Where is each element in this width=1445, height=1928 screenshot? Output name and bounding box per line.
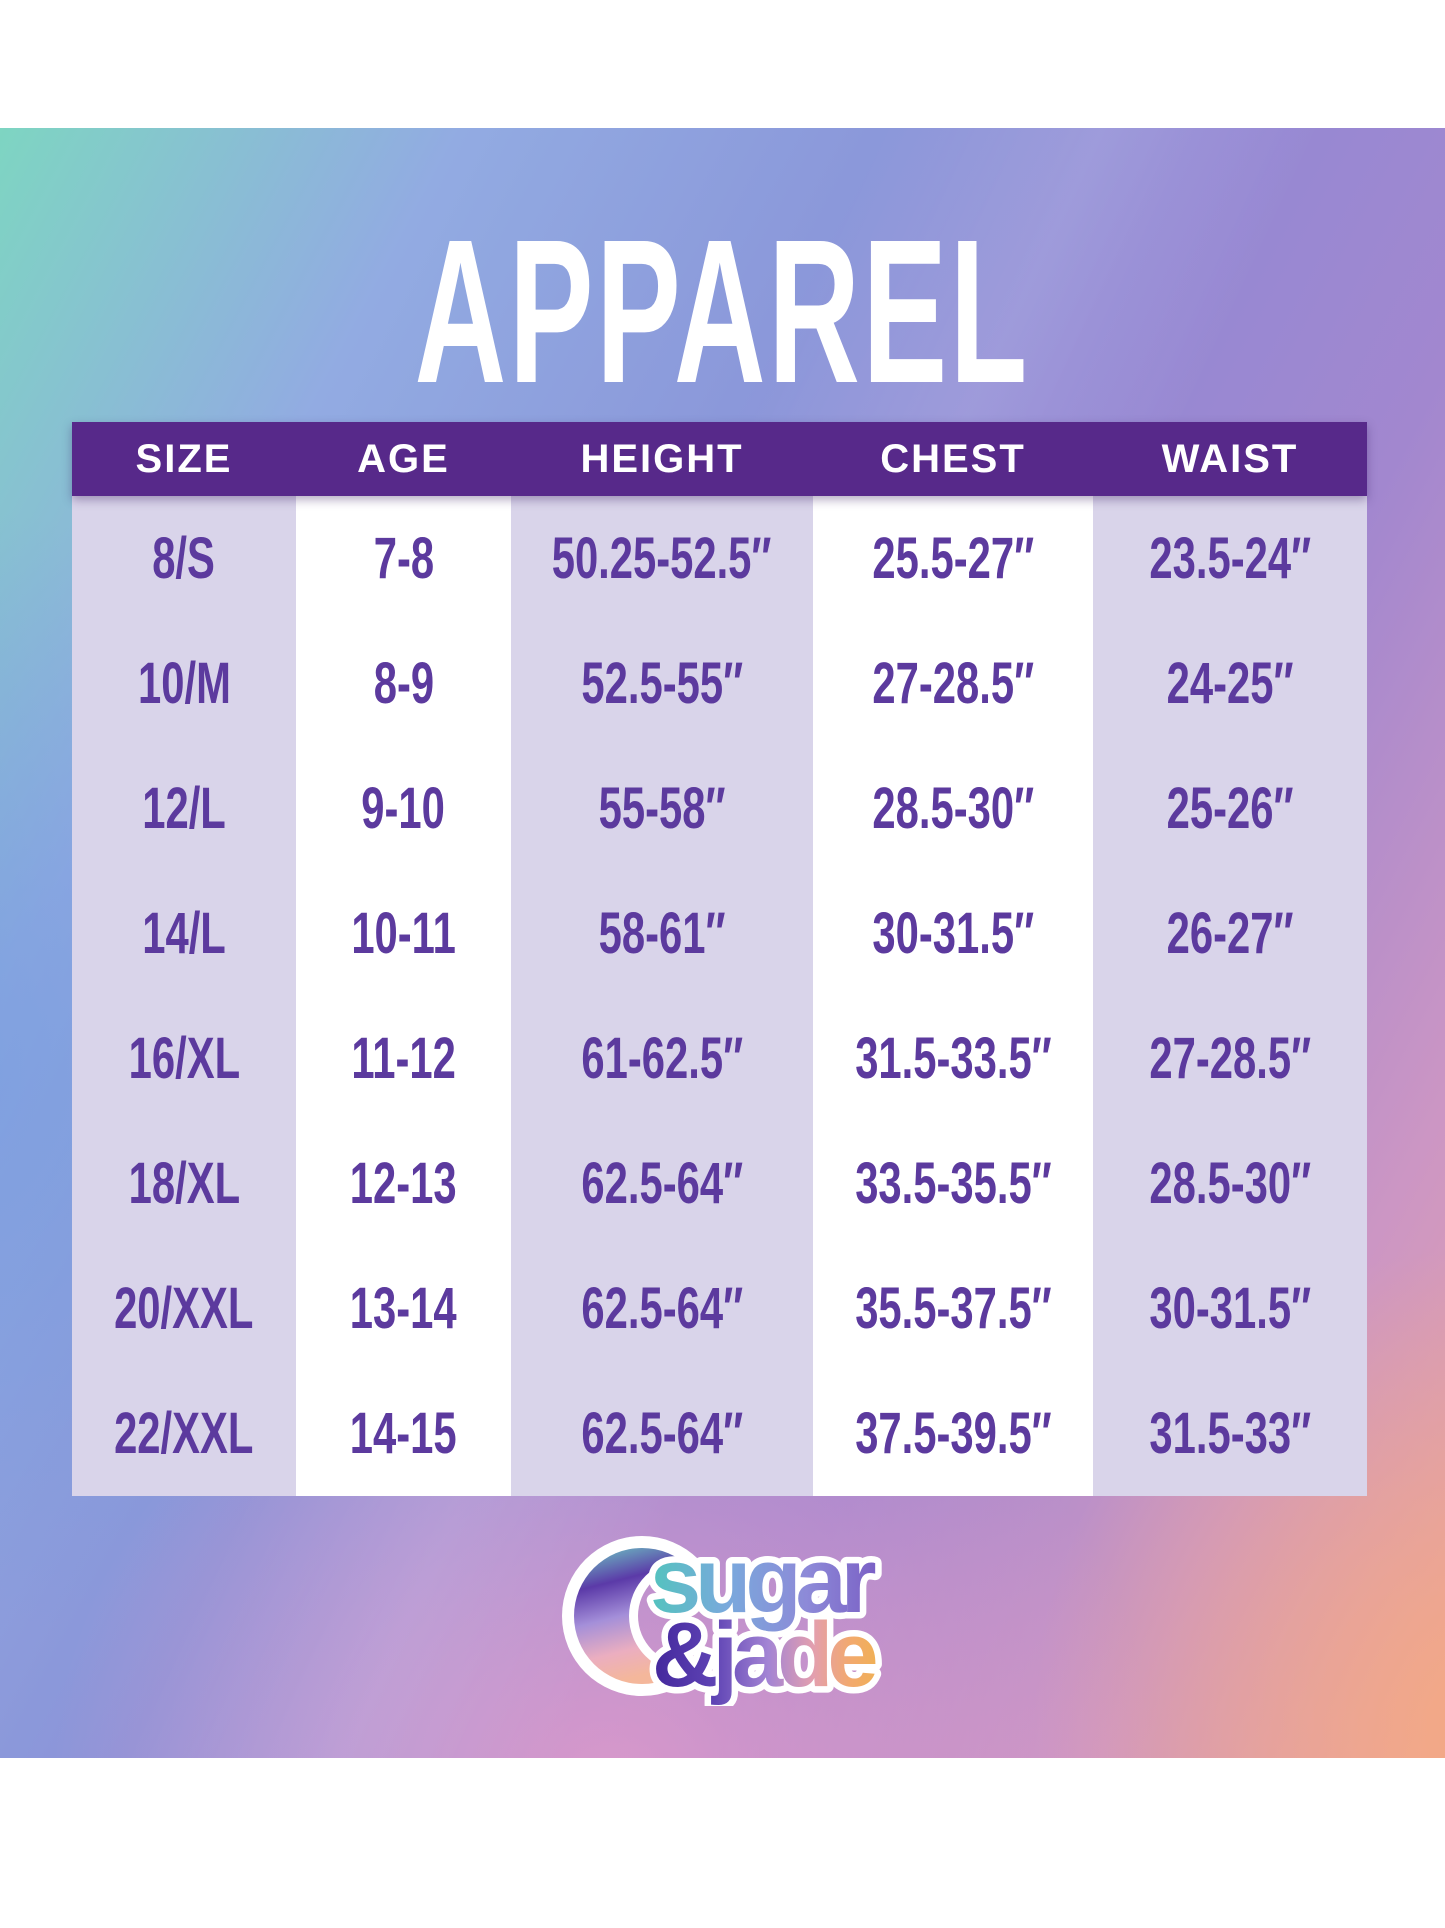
cell-age: 14-15 bbox=[296, 1371, 511, 1496]
cell-height: 55-58″ bbox=[511, 746, 813, 871]
cell-waist: 28.5-30″ bbox=[1093, 1121, 1367, 1246]
cell-waist: 24-25″ bbox=[1093, 621, 1367, 746]
cell-chest: 28.5-30″ bbox=[813, 746, 1093, 871]
cell-size: 14/L bbox=[72, 871, 296, 996]
cell-chest: 30-31.5″ bbox=[813, 871, 1093, 996]
header-cell-age: AGE bbox=[357, 436, 450, 481]
cell-size: 12/L bbox=[72, 746, 296, 871]
cell-size: 8/S bbox=[72, 496, 296, 621]
crescent-moon-icon bbox=[562, 1536, 722, 1696]
cell-height: 62.5-64″ bbox=[511, 1121, 813, 1246]
cell-chest: 27-28.5″ bbox=[813, 621, 1093, 746]
cell-size: 22/XXL bbox=[72, 1371, 296, 1496]
cell-chest: 35.5-37.5″ bbox=[813, 1246, 1093, 1371]
cell-height: 62.5-64″ bbox=[511, 1371, 813, 1496]
cell-chest: 31.5-33.5″ bbox=[813, 996, 1093, 1121]
cell-age: 7-8 bbox=[296, 496, 511, 621]
cell-waist: 30-31.5″ bbox=[1093, 1246, 1367, 1371]
header-cell-chest: CHEST bbox=[880, 436, 1026, 481]
cell-size: 18/XL bbox=[72, 1121, 296, 1246]
cell-waist: 23.5-24″ bbox=[1093, 496, 1367, 621]
cell-chest: 25.5-27″ bbox=[813, 496, 1093, 621]
cell-age: 13-14 bbox=[296, 1246, 511, 1371]
header-cell-size: SIZE bbox=[135, 436, 233, 481]
cell-size: 16/XL bbox=[72, 996, 296, 1121]
cell-age: 9-10 bbox=[296, 746, 511, 871]
header-cell-waist: WAIST bbox=[1161, 436, 1299, 481]
sugar-and-jade-logo: sugar &jade bbox=[562, 1524, 889, 1713]
cell-waist: 27-28.5″ bbox=[1093, 996, 1367, 1121]
cell-height: 50.25-52.5″ bbox=[511, 496, 813, 621]
cell-size: 10/M bbox=[72, 621, 296, 746]
cell-height: 58-61″ bbox=[511, 871, 813, 996]
size-chart-table: SIZE AGE HEIGHT CHEST WAIST 8/S 7-8 50.2… bbox=[72, 422, 1367, 1496]
cell-waist: 25-26″ bbox=[1093, 746, 1367, 871]
cell-age: 10-11 bbox=[296, 871, 511, 996]
logo-word-jade: &jade bbox=[652, 1604, 876, 1706]
cell-chest: 33.5-35.5″ bbox=[813, 1121, 1093, 1246]
cell-waist: 26-27″ bbox=[1093, 871, 1367, 996]
cell-age: 11-12 bbox=[296, 996, 511, 1121]
table-body: 8/S 7-8 50.25-52.5″ 25.5-27″ 23.5-24″ 10… bbox=[72, 496, 1367, 1496]
brand-logo: sugar &jade bbox=[562, 1524, 892, 1713]
page-title-text: APPAREL bbox=[414, 197, 1031, 426]
header-cell-height: HEIGHT bbox=[580, 436, 744, 481]
table-header-row: SIZE AGE HEIGHT CHEST WAIST bbox=[72, 422, 1367, 496]
cell-chest: 37.5-39.5″ bbox=[813, 1371, 1093, 1496]
cell-height: 62.5-64″ bbox=[511, 1246, 813, 1371]
cell-age: 12-13 bbox=[296, 1121, 511, 1246]
cell-age: 8-9 bbox=[296, 621, 511, 746]
cell-height: 61-62.5″ bbox=[511, 996, 813, 1121]
cell-waist: 31.5-33″ bbox=[1093, 1371, 1367, 1496]
logo-word-sugar: sugar bbox=[650, 1530, 876, 1632]
cell-size: 20/XXL bbox=[72, 1246, 296, 1371]
page-title: APPAREL bbox=[0, 209, 1445, 414]
cell-height: 52.5-55″ bbox=[511, 621, 813, 746]
